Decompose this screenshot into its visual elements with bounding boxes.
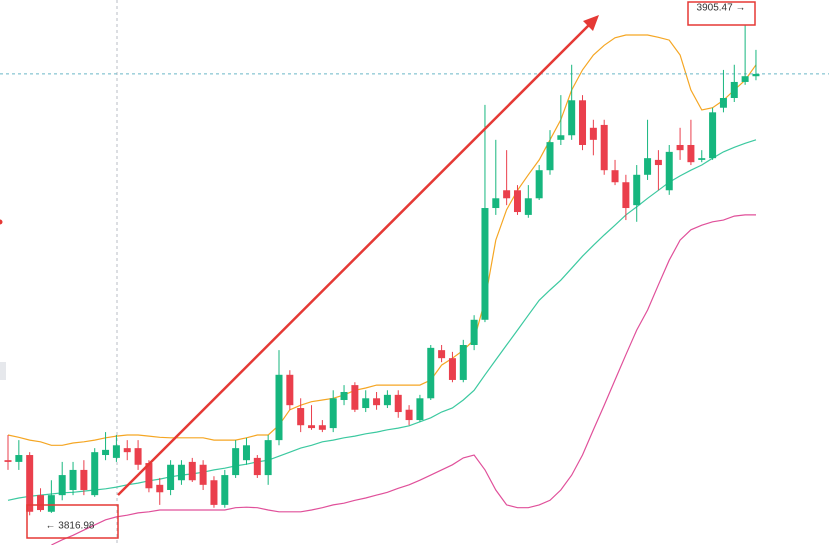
candle-body bbox=[503, 190, 511, 199]
candle-body bbox=[459, 344, 467, 380]
candle-body bbox=[286, 374, 294, 406]
candle-body bbox=[253, 457, 261, 476]
candle-body bbox=[687, 144, 695, 163]
candle-body bbox=[232, 448, 240, 476]
candle-body bbox=[112, 445, 120, 458]
candle-body bbox=[665, 151, 673, 191]
candle-body bbox=[535, 170, 543, 199]
candle-body bbox=[579, 100, 587, 145]
candle-body bbox=[752, 73, 760, 77]
candle-body bbox=[448, 358, 456, 380]
candle-body bbox=[383, 394, 391, 406]
trend-arrow bbox=[117, 15, 599, 496]
candle-body bbox=[177, 464, 185, 481]
candle-body bbox=[622, 182, 630, 209]
candle-body bbox=[47, 495, 55, 512]
candle-body bbox=[167, 464, 175, 490]
candle-body bbox=[210, 480, 218, 505]
candle-body bbox=[351, 385, 359, 410]
candle-body bbox=[644, 158, 652, 175]
candle-body bbox=[199, 464, 207, 485]
arrow-line bbox=[117, 23, 591, 496]
candle-body bbox=[405, 409, 413, 421]
candle-body bbox=[589, 127, 597, 140]
candle-body bbox=[275, 374, 283, 441]
candle-body bbox=[741, 76, 749, 82]
candle-body bbox=[492, 198, 500, 209]
candle-body bbox=[4, 460, 12, 462]
candle-body bbox=[156, 484, 164, 493]
candle-body bbox=[26, 455, 34, 512]
candle-body bbox=[676, 144, 684, 151]
candle-body bbox=[427, 347, 435, 399]
low-label: ← 3816.98 bbox=[46, 521, 95, 532]
candle-body bbox=[15, 455, 23, 462]
low-label-box bbox=[26, 504, 119, 539]
edge-tab bbox=[0, 362, 6, 380]
plot bbox=[0, 8, 829, 545]
candle-body bbox=[698, 158, 706, 160]
candle-body bbox=[308, 425, 316, 429]
indicator-line bbox=[7, 34, 757, 446]
indicator-line bbox=[7, 139, 757, 501]
candle-body bbox=[80, 469, 88, 490]
candle-body bbox=[568, 100, 576, 136]
candle-body bbox=[481, 208, 489, 320]
candle-body bbox=[242, 445, 250, 461]
candle-body bbox=[546, 142, 554, 171]
candle-body bbox=[730, 81, 738, 98]
candle-body bbox=[58, 475, 66, 496]
high-label-box bbox=[687, 1, 756, 26]
candle-body bbox=[318, 425, 326, 430]
candle-body bbox=[394, 394, 402, 413]
candle-body bbox=[513, 190, 521, 213]
edge-marker bbox=[0, 219, 3, 225]
high-label: 3905.47 → bbox=[697, 3, 746, 14]
candle-body bbox=[340, 391, 348, 401]
candle-body bbox=[297, 408, 305, 426]
candle-body bbox=[102, 449, 110, 456]
candle-body bbox=[719, 97, 727, 108]
candle-body bbox=[221, 475, 229, 505]
candle-body bbox=[654, 159, 662, 166]
candle-body bbox=[373, 398, 381, 406]
arrow-head bbox=[583, 15, 599, 31]
candle-body bbox=[69, 469, 77, 490]
candle-body bbox=[264, 440, 272, 476]
candle-body bbox=[524, 198, 532, 215]
candle-body bbox=[600, 124, 608, 171]
candle-body bbox=[416, 398, 424, 421]
candle-body bbox=[123, 448, 131, 453]
candle-body bbox=[470, 319, 478, 345]
candle-body bbox=[362, 398, 370, 409]
candle-body bbox=[611, 170, 619, 183]
candle-body bbox=[557, 135, 565, 140]
candle-body bbox=[633, 174, 641, 206]
candle-body bbox=[438, 350, 446, 359]
candle-body bbox=[709, 112, 717, 159]
candle-body bbox=[134, 448, 142, 465]
candle-body bbox=[329, 398, 337, 429]
candle-body bbox=[91, 452, 99, 496]
candle-body bbox=[37, 495, 45, 511]
candle-body bbox=[188, 461, 196, 481]
candle-body bbox=[145, 463, 153, 489]
indicator-line bbox=[51, 214, 756, 545]
